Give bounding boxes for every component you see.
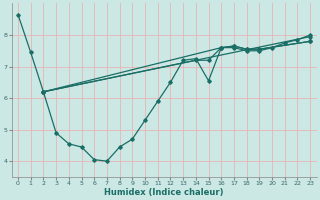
X-axis label: Humidex (Indice chaleur): Humidex (Indice chaleur) [104,188,224,197]
